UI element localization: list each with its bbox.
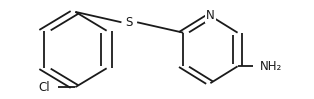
Text: Cl: Cl [39,81,50,94]
Text: NH₂: NH₂ [260,60,282,73]
Text: N: N [206,9,215,22]
Text: S: S [126,16,133,29]
